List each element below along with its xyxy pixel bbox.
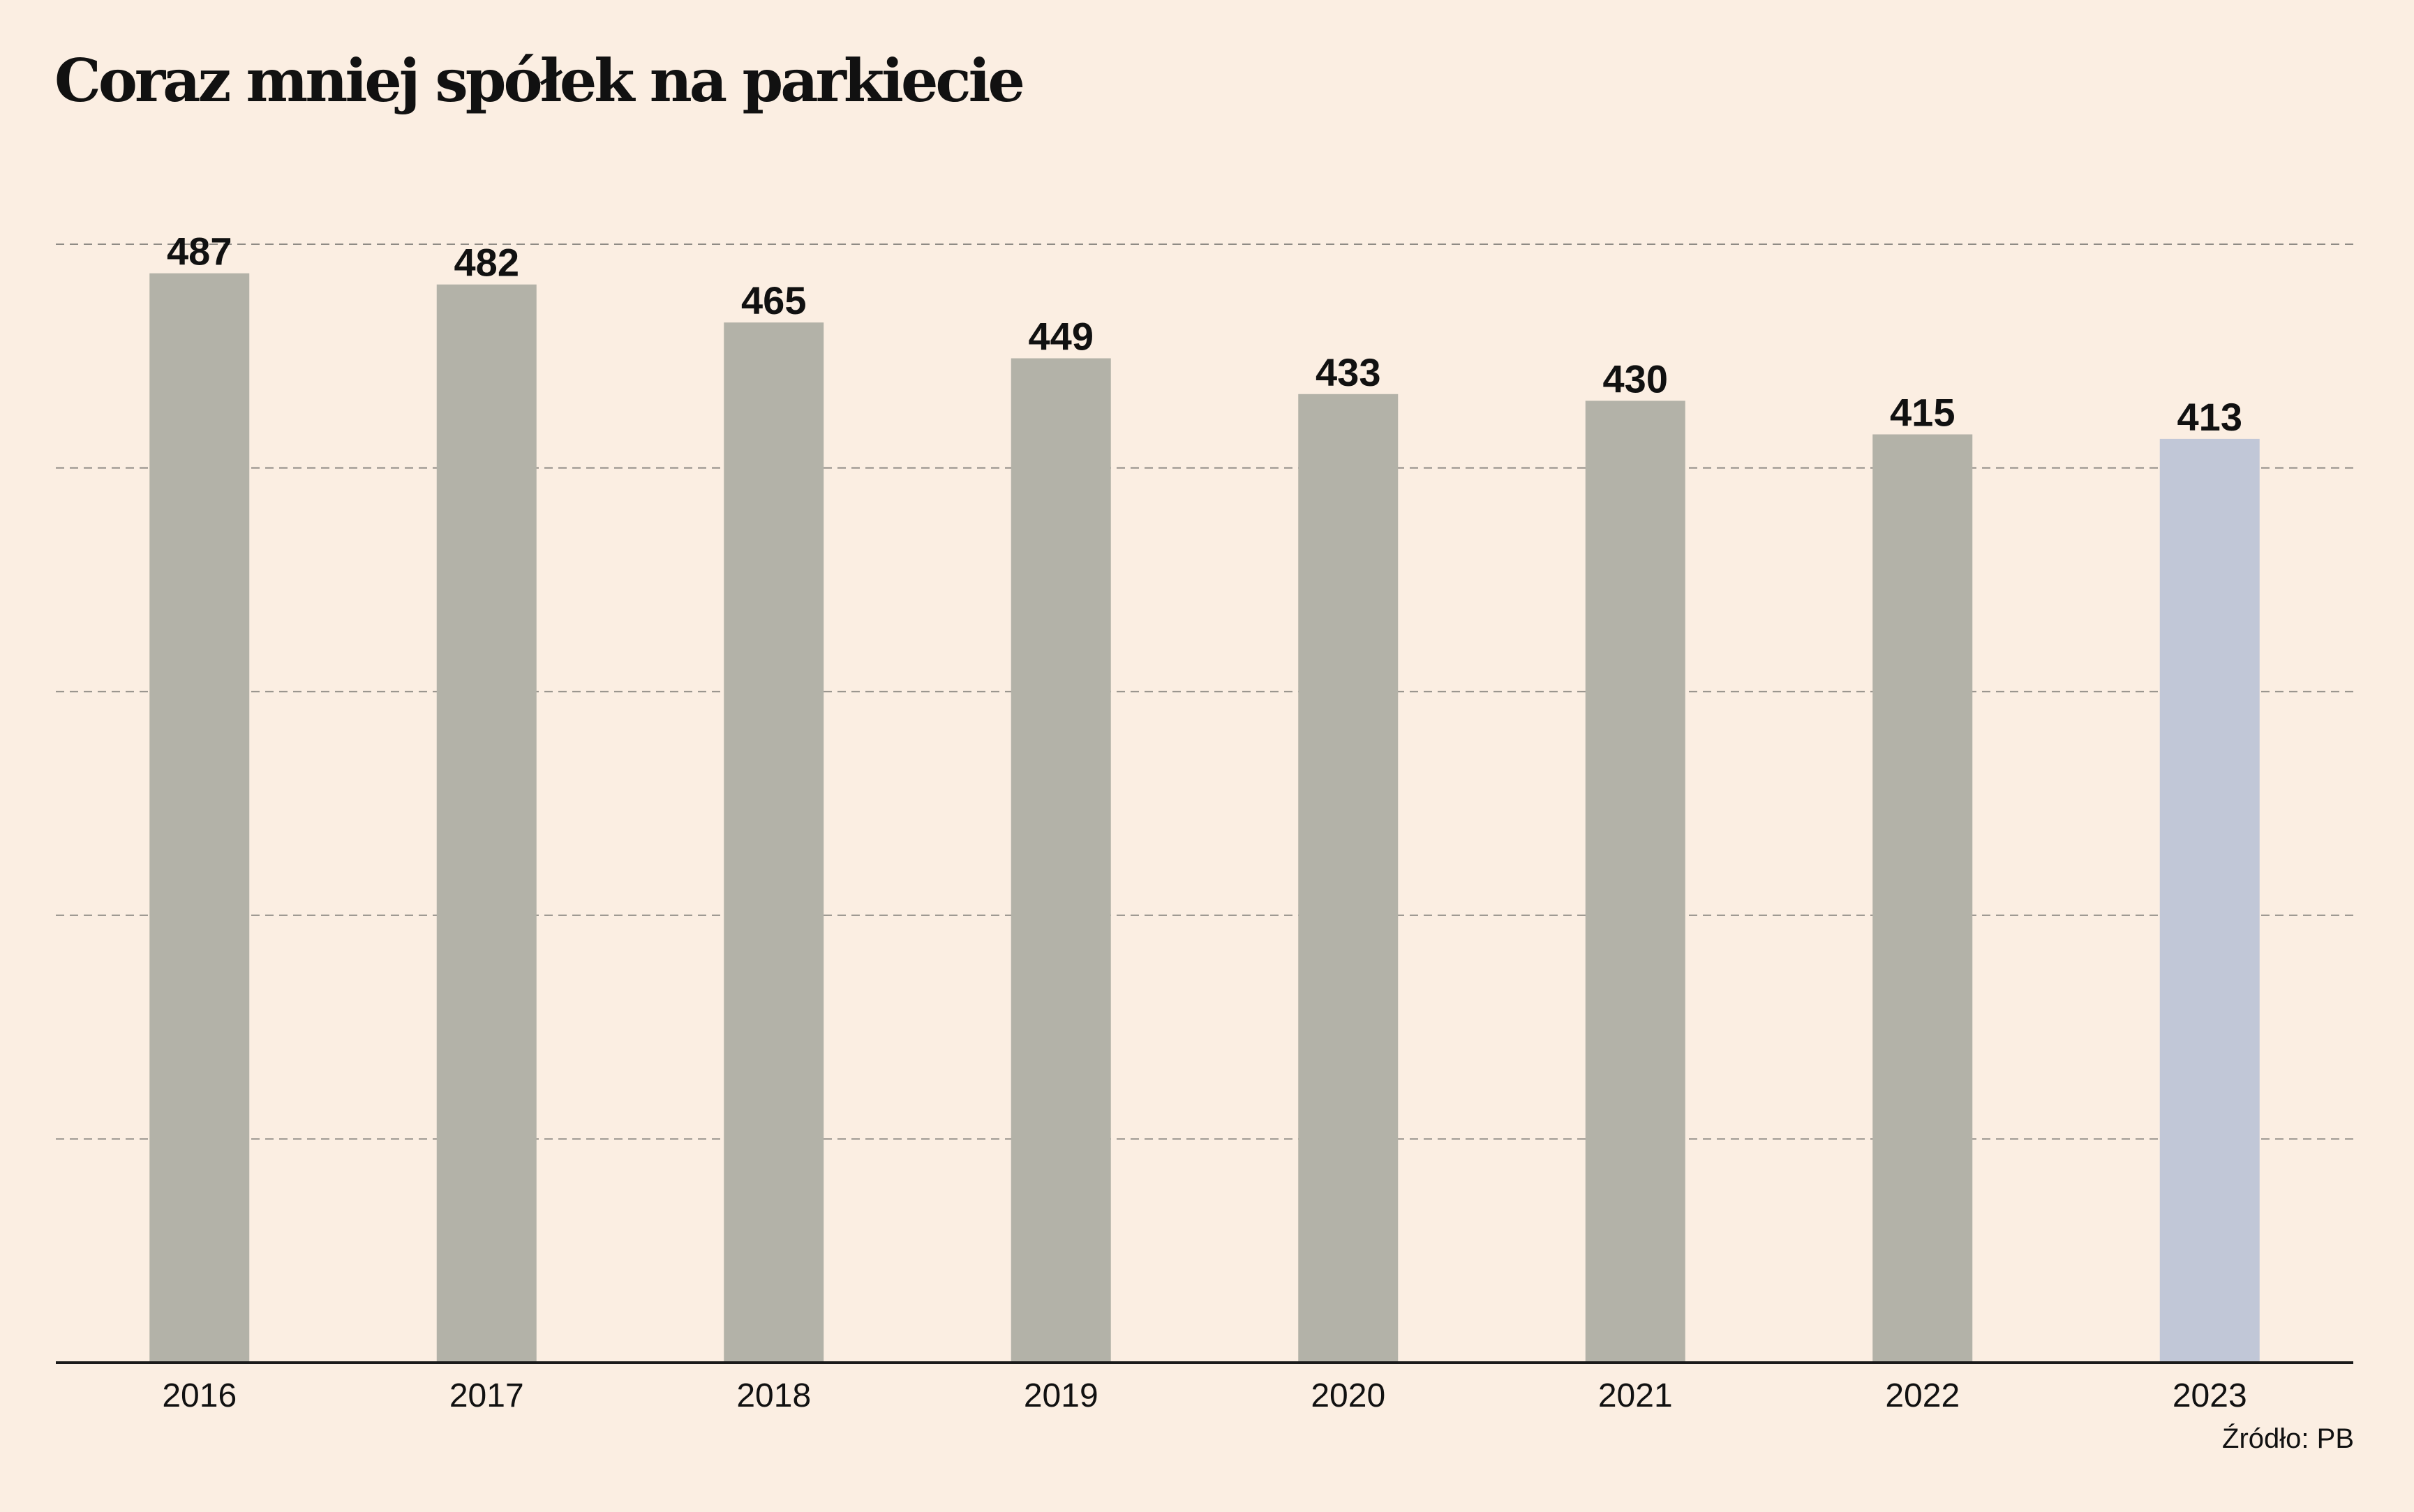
- chart-title: Coraz mniej spółek na parkiecie: [54, 46, 1025, 115]
- x-tick-label-2023: 2023: [2173, 1377, 2247, 1414]
- bar-2017: [436, 284, 537, 1363]
- x-tick-label-2019: 2019: [1024, 1377, 1098, 1414]
- value-label-2017: 482: [454, 241, 519, 285]
- bar-2023: [2159, 438, 2260, 1363]
- x-tick-label-2021: 2021: [1598, 1377, 1673, 1414]
- value-labels: 487 482 465 449 433 430 415 413: [167, 230, 2242, 439]
- value-label-2019: 449: [1029, 315, 1094, 359]
- value-label-2023: 413: [2177, 395, 2242, 439]
- x-tick-labels: 2016 2017 2018 2019 2020 2021 2022 2023: [162, 1377, 2247, 1414]
- x-tick-label-2020: 2020: [1311, 1377, 1385, 1414]
- bar-2021: [1585, 401, 1685, 1363]
- value-label-2016: 487: [167, 230, 232, 274]
- value-label-2018: 465: [741, 278, 806, 322]
- bar-2016: [149, 273, 250, 1363]
- bar-2022: [1872, 434, 1973, 1363]
- bar-2019: [1011, 358, 1111, 1363]
- x-tick-label-2016: 2016: [162, 1377, 237, 1414]
- bar-2020: [1298, 394, 1399, 1363]
- x-tick-label-2017: 2017: [449, 1377, 524, 1414]
- value-label-2022: 415: [1890, 391, 1955, 435]
- x-tick-label-2022: 2022: [1885, 1377, 1960, 1414]
- bar-2018: [724, 322, 824, 1363]
- value-label-2020: 433: [1316, 350, 1380, 394]
- gridlines: [56, 244, 2353, 1140]
- source-note: Źródło: PB: [2222, 1423, 2354, 1454]
- bars: [149, 273, 2260, 1363]
- x-tick-label-2018: 2018: [736, 1377, 811, 1414]
- value-label-2021: 430: [1603, 357, 1668, 401]
